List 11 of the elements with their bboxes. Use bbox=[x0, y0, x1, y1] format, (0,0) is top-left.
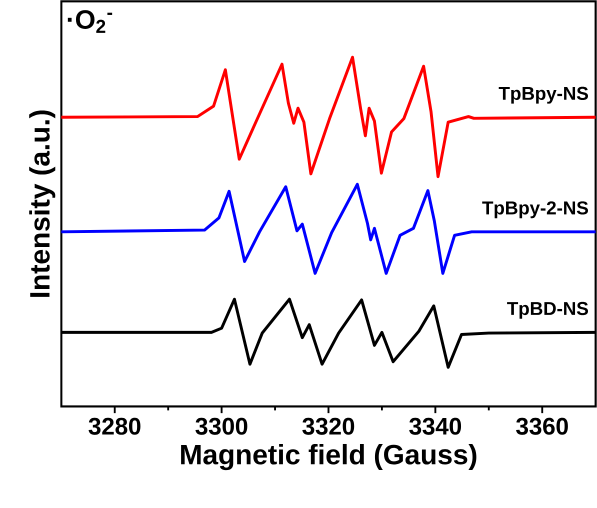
y-axis-title: Intensity (a.u.) bbox=[29, 110, 56, 297]
x-tick-label: 3300 bbox=[195, 418, 248, 435]
series-label: TpBpy-NS bbox=[498, 86, 588, 104]
series-label: TpBpy-2-NS bbox=[482, 201, 588, 218]
x-axis-title: Magnetic field (Gauss) bbox=[181, 444, 476, 470]
x-tick-label: 3340 bbox=[409, 418, 462, 435]
series-label: TpBD-NS bbox=[507, 302, 588, 319]
x-tick-label: 3280 bbox=[88, 418, 140, 435]
text: ·O$_{2}$- bbox=[68, 10, 112, 33]
x-tick-label: 3360 bbox=[516, 418, 568, 435]
x-tick-label: 3320 bbox=[302, 418, 354, 435]
